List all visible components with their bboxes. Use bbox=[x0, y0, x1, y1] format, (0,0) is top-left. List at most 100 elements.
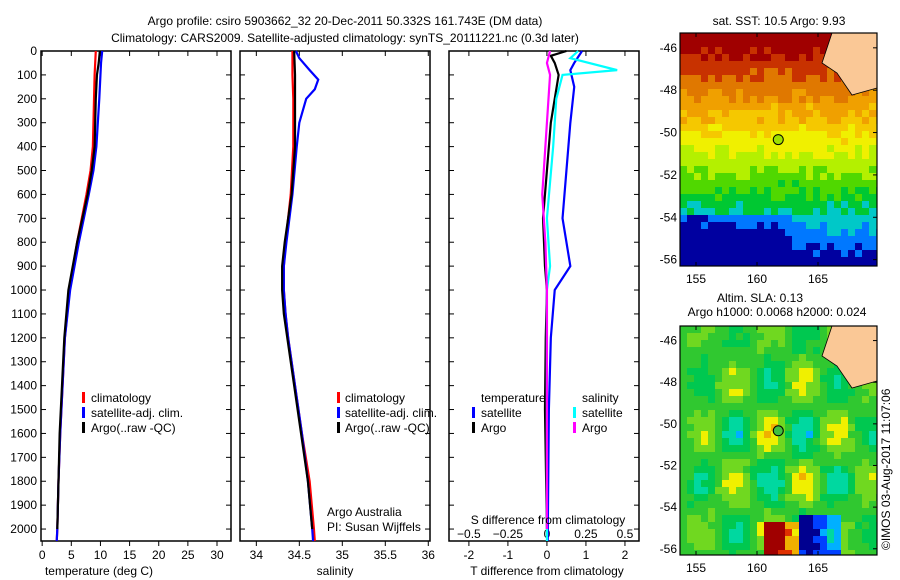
map-cell bbox=[757, 61, 764, 68]
map-cell bbox=[687, 152, 694, 159]
map-cell bbox=[792, 522, 799, 529]
map-cell bbox=[862, 501, 869, 508]
map-cell bbox=[708, 410, 715, 417]
map-cell bbox=[694, 96, 701, 103]
map-cell bbox=[687, 333, 694, 340]
map-cell bbox=[778, 536, 785, 543]
map-cell bbox=[694, 82, 701, 89]
map-cell bbox=[855, 550, 862, 555]
map-cell bbox=[820, 145, 827, 152]
map-cell bbox=[715, 229, 722, 236]
map-cell bbox=[722, 54, 729, 61]
map-cell bbox=[862, 117, 869, 124]
map-cell bbox=[792, 96, 799, 103]
map-cell bbox=[841, 438, 848, 445]
map-cell bbox=[813, 187, 820, 194]
map-cell bbox=[827, 445, 834, 452]
map-cell bbox=[855, 243, 862, 250]
map-cell bbox=[757, 96, 764, 103]
map-cell bbox=[701, 445, 708, 452]
map-cell bbox=[701, 138, 708, 145]
map-cell bbox=[841, 166, 848, 173]
map-cell bbox=[736, 333, 743, 340]
map-cell bbox=[785, 145, 792, 152]
map-cell bbox=[834, 410, 841, 417]
map-cell bbox=[750, 424, 757, 431]
map-cell bbox=[722, 47, 729, 54]
map-cell bbox=[764, 229, 771, 236]
map-cell bbox=[834, 529, 841, 536]
map-cell bbox=[708, 494, 715, 501]
map-cell bbox=[862, 466, 869, 473]
map-cell bbox=[687, 166, 694, 173]
map-cell bbox=[813, 152, 820, 159]
map-cell bbox=[792, 445, 799, 452]
map-cell bbox=[785, 33, 792, 40]
map-cell bbox=[764, 529, 771, 536]
map-cell bbox=[736, 375, 743, 382]
map-cell bbox=[862, 103, 869, 110]
map-cell bbox=[687, 508, 694, 515]
lat-tick-label: -56 bbox=[660, 253, 678, 267]
map-cell bbox=[869, 452, 876, 459]
map-cell bbox=[778, 61, 785, 68]
map-cell bbox=[834, 424, 841, 431]
map-cell bbox=[827, 96, 834, 103]
map-cell bbox=[806, 68, 813, 75]
map-cell bbox=[806, 152, 813, 159]
map-cell bbox=[862, 187, 869, 194]
map-cell bbox=[764, 159, 771, 166]
map-cell bbox=[785, 229, 792, 236]
map-cell bbox=[701, 501, 708, 508]
map-cell bbox=[743, 347, 750, 354]
map-cell bbox=[785, 222, 792, 229]
map-cell bbox=[764, 445, 771, 452]
map-cell bbox=[736, 368, 743, 375]
map-cell bbox=[715, 529, 722, 536]
map-cell bbox=[827, 243, 834, 250]
map-cell bbox=[757, 89, 764, 96]
map-cell bbox=[764, 61, 771, 68]
map-cell bbox=[764, 33, 771, 40]
map-cell bbox=[715, 403, 722, 410]
map-cell bbox=[855, 152, 862, 159]
map-cell bbox=[715, 494, 722, 501]
map-cell bbox=[862, 96, 869, 103]
map-cell bbox=[743, 410, 750, 417]
map-cell bbox=[848, 201, 855, 208]
legend-mark-t-argo bbox=[472, 422, 475, 433]
map-cell bbox=[813, 466, 820, 473]
map-cell bbox=[834, 396, 841, 403]
map-cell bbox=[736, 522, 743, 529]
map-cell bbox=[799, 145, 806, 152]
t-diff-xlabel: T difference from climatology bbox=[470, 564, 624, 578]
map-cell bbox=[736, 145, 743, 152]
map-cell bbox=[750, 361, 757, 368]
map-cell bbox=[757, 536, 764, 543]
map-cell bbox=[806, 480, 813, 487]
map-cell bbox=[680, 110, 687, 117]
map-cell bbox=[771, 536, 778, 543]
map-cell bbox=[736, 473, 743, 480]
y-tick-label: 100 bbox=[17, 68, 37, 82]
map-cell bbox=[715, 201, 722, 208]
map-cell bbox=[806, 243, 813, 250]
map-cell bbox=[743, 145, 750, 152]
map-cell bbox=[687, 89, 694, 96]
map-cell bbox=[778, 54, 785, 61]
map-cell bbox=[680, 124, 687, 131]
map-cell bbox=[743, 375, 750, 382]
map-cell bbox=[862, 403, 869, 410]
y-tick-label: 500 bbox=[17, 164, 37, 178]
map-cell bbox=[785, 103, 792, 110]
map-cell bbox=[729, 354, 736, 361]
map-cell bbox=[757, 110, 764, 117]
map-cell bbox=[848, 124, 855, 131]
map-cell bbox=[848, 187, 855, 194]
map-cell bbox=[687, 438, 694, 445]
map-cell bbox=[729, 145, 736, 152]
map-cell bbox=[736, 124, 743, 131]
map-cell bbox=[778, 480, 785, 487]
map-cell bbox=[771, 264, 778, 266]
map-cell bbox=[715, 333, 722, 340]
